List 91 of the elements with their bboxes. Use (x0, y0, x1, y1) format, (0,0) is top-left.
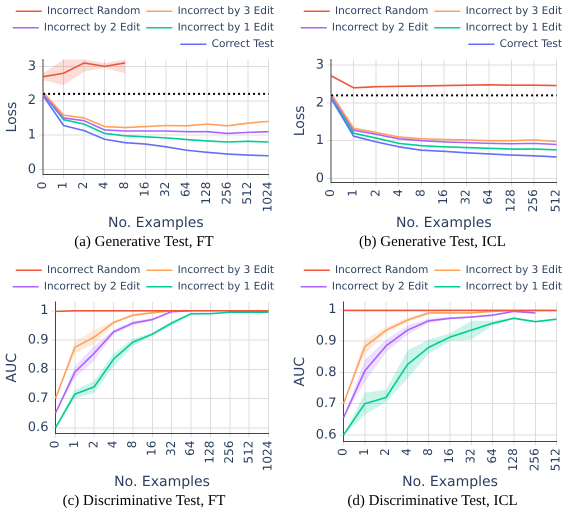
x-tick-label: 64 (178, 182, 193, 197)
y-tick-label: 2 (28, 93, 36, 108)
x-tick-label: 16 (138, 182, 152, 197)
legend-label: Incorrect Random (335, 4, 428, 17)
text: (a) Generative Test, FT (73, 234, 215, 251)
x-tick-label: 2 (86, 440, 100, 448)
x-tick-label: 0 (48, 440, 62, 448)
x-tick-label: 1024 (260, 182, 275, 212)
legend-label: Incorrect Random (47, 264, 140, 276)
x-tick-label: 32 (458, 189, 473, 205)
y-tick-label: 1 (40, 303, 48, 318)
x-tick-label: 4 (390, 189, 405, 197)
x-tick-label: 16 (442, 448, 456, 464)
x-tick-label: 1 (56, 182, 70, 190)
x-tick-label: 2 (378, 448, 392, 456)
legend-label: Incorrect by 1 Edit (466, 21, 562, 34)
y-axis-title: Loss (4, 102, 20, 132)
x-tick-label: 1 (356, 448, 371, 456)
x-tick-label: 512 (240, 182, 254, 205)
legend-label: Incorrect by 1 Edit (178, 280, 274, 292)
y-tick-label: 0.9 (28, 332, 48, 348)
x-tick-label: 1 (346, 189, 360, 197)
y-tick-label: 0.6 (28, 420, 48, 436)
legend-label: Incorrect by 2 Edit (44, 280, 140, 292)
text: (b) Generative Test, ICL (358, 234, 507, 251)
legend-label: Incorrect Random (47, 4, 140, 17)
x-tick-label: 2 (76, 182, 90, 190)
x-tick-label: 1 (66, 440, 81, 448)
x-axis-title: No. Examples (108, 215, 204, 232)
x-axis-title: No. Examples (396, 215, 492, 232)
x-tick-label: 4 (96, 182, 111, 190)
x-tick-label: 32 (463, 448, 478, 464)
y-tick-label: 1 (28, 128, 36, 143)
y-tick-label: 1 (316, 133, 324, 148)
x-tick-label: 4 (106, 440, 120, 448)
x-tick-label: 32 (158, 182, 172, 197)
x-tick-label: 128 (202, 440, 217, 464)
x-tick-label: 16 (144, 440, 158, 456)
x-tick-label: 16 (436, 189, 450, 205)
x-tick-label: 512 (548, 189, 563, 212)
x-tick-label: 8 (420, 448, 435, 456)
y-tick-label: 0.7 (28, 390, 48, 406)
legend-label: Correct Test (500, 38, 562, 50)
x-tick-label: 128 (504, 189, 518, 212)
legend-label: Correct Test (212, 38, 274, 50)
x-tick-label: 256 (220, 182, 234, 205)
y-tick-label: 0.8 (28, 362, 48, 377)
legend-label: Incorrect by 3 Edit (178, 4, 274, 17)
text: (d) Discriminative Test, ICL (346, 493, 519, 510)
x-tick-label: 2 (368, 189, 382, 197)
x-tick-label: 256 (526, 189, 540, 212)
x-tick-label: 0 (336, 448, 350, 456)
legend-label: Incorrect by 2 Edit (44, 21, 140, 34)
x-tick-label: 1024 (260, 440, 275, 472)
y-tick-label: 0.9 (316, 334, 336, 349)
y-tick-label: 2 (316, 95, 324, 110)
legend-label: Incorrect by 3 Edit (178, 264, 274, 276)
text: (c) Discriminative Test, FT (62, 493, 226, 510)
x-tick-label: 128 (199, 182, 214, 205)
x-axis-title: No. Examples (114, 474, 210, 490)
x-tick-label: 512 (241, 440, 256, 464)
y-tick-label: 0.7 (316, 396, 336, 412)
x-tick-label: 64 (183, 440, 198, 456)
y-axis-title: AUC (292, 356, 308, 386)
x-tick-label: 512 (548, 448, 563, 472)
y-tick-label: 1 (328, 302, 336, 318)
y-tick-label: 0 (28, 162, 36, 177)
x-tick-label: 8 (125, 440, 140, 448)
y-axis-title: Loss (292, 106, 308, 136)
legend-label: Incorrect by 3 Edit (466, 4, 562, 17)
y-tick-label: 3 (316, 58, 324, 73)
x-axis-title: No. Examples (402, 474, 498, 490)
x-tick-label: 256 (527, 448, 542, 472)
y-axis-title: AUC (4, 352, 20, 383)
y-tick-label: 3 (28, 58, 36, 74)
y-tick-label: 0.6 (316, 427, 336, 442)
legend-label: Incorrect by 2 Edit (332, 21, 428, 34)
x-tick-label: 4 (400, 448, 414, 456)
x-tick-label: 128 (506, 448, 520, 472)
x-tick-label: 256 (222, 440, 236, 464)
legend-label: Incorrect by 3 Edit (466, 264, 562, 276)
x-tick-label: 8 (413, 189, 428, 197)
legend-label: Incorrect by 2 Edit (332, 280, 428, 292)
legend-label: Incorrect Random (335, 264, 428, 276)
legend-label: Incorrect by 1 Edit (178, 21, 274, 34)
x-tick-label: 64 (484, 448, 499, 464)
x-tick-label: 32 (164, 440, 178, 456)
x-tick-label: 8 (117, 182, 132, 190)
legend-label: Incorrect by 1 Edit (466, 280, 562, 292)
y-tick-label: 0.8 (316, 364, 336, 380)
x-tick-label: 64 (481, 189, 496, 205)
